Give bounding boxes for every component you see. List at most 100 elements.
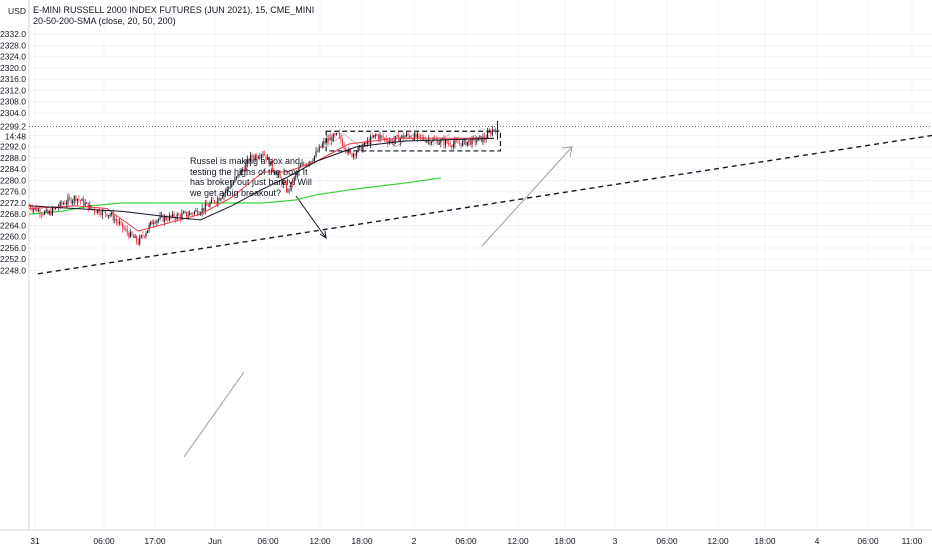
candle-body: [374, 134, 376, 136]
annotation-text[interactable]: Russel is making a box and testing the h…: [190, 156, 312, 198]
candle-body: [356, 151, 358, 156]
candle-body: [382, 136, 384, 139]
candle-body: [159, 216, 161, 220]
candle-body: [320, 146, 322, 148]
candle-body: [332, 134, 334, 142]
candle-body: [365, 142, 367, 144]
candle-body: [223, 192, 225, 197]
candle-body: [446, 140, 448, 144]
candle-body: [295, 174, 297, 178]
candle-body: [476, 140, 478, 143]
x-tick-label: 06:00: [455, 536, 477, 546]
candle-body: [253, 157, 255, 159]
candle-body: [317, 151, 319, 153]
candle-body: [278, 173, 280, 175]
candle-body: [391, 140, 394, 143]
candle-body: [455, 140, 457, 142]
candle-body: [111, 212, 113, 215]
candle-body: [342, 140, 344, 146]
candle-body: [86, 202, 88, 204]
candle-body: [173, 213, 175, 218]
candle-body: [249, 155, 252, 163]
candle-body: [490, 131, 492, 135]
candle-body: [452, 144, 454, 148]
candle-body: [421, 136, 423, 138]
candle-body: [268, 157, 270, 166]
y-tick-label: 2272.0: [0, 198, 26, 208]
candle-body: [69, 197, 71, 199]
candle-body: [459, 143, 461, 144]
candle-body: [201, 207, 203, 213]
candle-body: [267, 157, 269, 160]
candle-body: [290, 182, 292, 191]
candle-body: [457, 141, 459, 144]
candle-body: [479, 136, 481, 138]
indicator-title[interactable]: 20-50-200-SMA (close, 20, 50, 200): [33, 16, 176, 26]
annotation-pointer: [295, 195, 327, 239]
symbol-title[interactable]: E-MINI RUSSELL 2000 INDEX FUTURES (JUN 2…: [33, 5, 315, 15]
y-tick-label: 2280.0: [0, 175, 26, 185]
grid: [29, 0, 932, 530]
candle-body: [354, 153, 356, 156]
candle-body: [254, 155, 256, 159]
candle-body: [471, 137, 473, 145]
x-tick-label: Jun: [208, 536, 222, 546]
candle-body: [413, 133, 415, 141]
y-tick-label: 2328.0: [0, 40, 26, 50]
candle-body: [412, 138, 414, 141]
bar-countdown: 14:48: [5, 131, 27, 141]
candle-body: [451, 145, 453, 148]
candle-body: [168, 215, 170, 221]
x-tick-label: 2: [412, 536, 417, 546]
candle-body: [157, 219, 160, 221]
candle-body: [245, 163, 247, 171]
candle-body: [231, 184, 233, 188]
x-tick-label: 06:00: [93, 536, 115, 546]
candle-body: [448, 143, 450, 144]
candle-body: [209, 203, 211, 207]
candle-body: [33, 208, 35, 211]
candle-body: [100, 213, 102, 216]
candle-body: [488, 131, 490, 133]
candle-body: [61, 201, 63, 205]
candle-body: [207, 205, 209, 207]
candle-body: [466, 141, 468, 146]
candle-body: [276, 174, 278, 176]
candle-body: [301, 163, 303, 166]
candle-body: [122, 222, 124, 229]
candle-body: [187, 215, 189, 217]
candle-body: [345, 147, 347, 152]
y-tick-label: 2260.0: [0, 232, 26, 242]
last-price-tag-bg: [0, 120, 29, 143]
time-axis[interactable]: 31 06:00 17:00 Jun 06:00 12:00 18:00 2 06:00 12:0…: [0, 529, 932, 550]
candle-body: [438, 143, 440, 145]
candle-body: [134, 236, 136, 238]
candle-body: [175, 217, 177, 220]
candle-body: [415, 133, 417, 138]
candle-body: [235, 176, 238, 179]
candle-body: [67, 197, 69, 204]
y-tick-label: 2288.0: [0, 153, 26, 163]
x-tick-label: 17:00: [144, 536, 166, 546]
candle-body: [72, 200, 74, 203]
candle-body: [444, 140, 447, 146]
candle-body: [407, 133, 409, 136]
candle-body: [51, 208, 53, 216]
candle-body: [331, 137, 333, 142]
candle-body: [430, 141, 433, 144]
candle-body: [298, 167, 300, 173]
y-tick-label: 2252.0: [0, 254, 26, 264]
y-tick-label: 2316.0: [0, 74, 26, 84]
x-tick-label: 3: [613, 536, 618, 546]
candle-body: [92, 208, 94, 210]
candle-body: [234, 178, 236, 183]
candle-body: [239, 174, 241, 176]
candle-body: [83, 198, 85, 206]
candle-body: [44, 211, 46, 215]
candle-body: [123, 228, 125, 230]
candle-body: [79, 199, 82, 201]
candle-body: [373, 135, 375, 137]
time-axis-bg: [0, 530, 932, 550]
